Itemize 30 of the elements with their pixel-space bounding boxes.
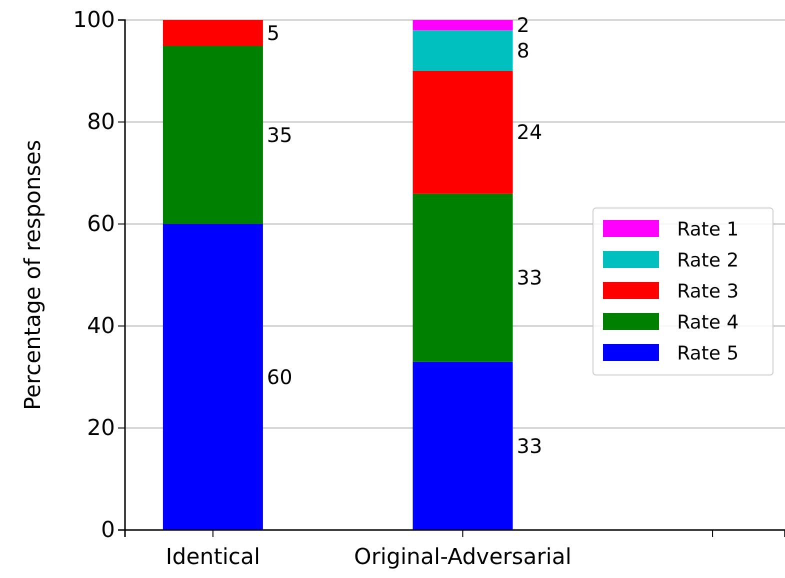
data-label: 2 [516,13,530,38]
legend-label: Rate 3 [677,280,739,303]
legend-label: Rate 4 [677,312,739,334]
y-tick-label: 20 [87,416,115,442]
bar [162,224,263,530]
y-axis-title: Percentage of responses [21,140,46,410]
bar [412,20,513,30]
data-label: 33 [516,266,542,290]
bar [162,20,263,46]
data-label: 5 [266,20,280,45]
data-label: 33 [516,434,542,458]
y-tick-label: 100 [73,8,115,34]
bar [412,362,513,530]
x-tick-label: Original-Adversarial [354,545,572,570]
x-tick-label: Identical [166,545,260,570]
data-label: 8 [516,38,530,63]
data-label: 35 [266,122,292,147]
y-tick-label: 40 [87,314,115,340]
data-label: 60 [266,365,292,389]
y-tick-label: 80 [87,110,115,136]
y-tick-label: 0 [101,518,115,544]
legend-label: Rate 5 [677,342,739,365]
y-tick-label: 60 [87,212,115,238]
legend-label: Rate 1 [677,218,739,241]
bar [412,30,513,71]
legend-label: Rate 2 [677,250,739,272]
bar [412,193,513,362]
bar [162,46,263,224]
bar [412,71,513,194]
data-label: 24 [516,120,542,144]
